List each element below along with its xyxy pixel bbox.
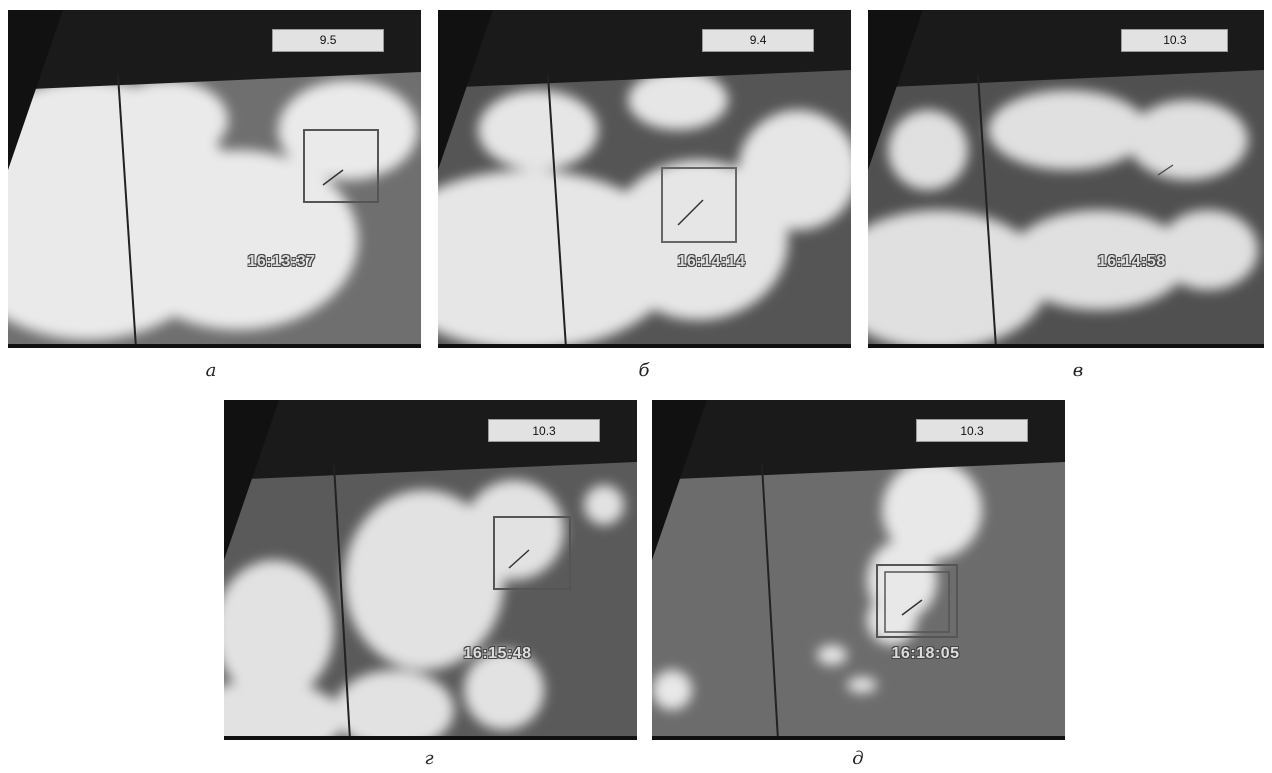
tracking-box: [303, 129, 379, 203]
gauge-readout: 10.3: [488, 418, 600, 443]
photo-panel-c: 10.3 16:14:58: [868, 10, 1264, 348]
caption-c: в: [1072, 360, 1084, 381]
tracking-box: [493, 516, 571, 590]
gauge-readout: 9.4: [702, 28, 814, 53]
sky-photo-c: [868, 10, 1264, 348]
timestamp: 16:15:48: [463, 644, 532, 662]
photo-panel-d: 10.3 16:15:48: [224, 400, 637, 740]
sky-photo-e: [652, 400, 1065, 740]
timestamp: 16:18:05: [891, 644, 960, 662]
gauge-readout: 9.5: [272, 28, 384, 53]
tracking-box-outer: [876, 564, 958, 638]
sky-photo-a: [8, 10, 421, 348]
gauge-readout: 10.3: [916, 418, 1028, 443]
tracking-box-inner: [884, 571, 950, 633]
photo-panel-b: 9.4 16:14:14: [438, 10, 851, 348]
tracking-box: [661, 167, 737, 243]
timestamp: 16:13:37: [247, 253, 316, 271]
timestamp: 16:14:14: [677, 253, 746, 271]
caption-b: б: [638, 360, 650, 381]
photo-panel-e: 10.3 16:18:05: [652, 400, 1065, 740]
sky-photo-d: [224, 400, 637, 740]
sky-photo-b: [438, 10, 851, 348]
gauge-readout: 10.3: [1121, 28, 1229, 53]
caption-d: г: [424, 748, 434, 769]
timestamp: 16:14:58: [1097, 253, 1166, 271]
photo-panel-a: 9.5 16:13:37: [8, 10, 421, 348]
caption-e: д: [852, 748, 864, 769]
caption-a: а: [205, 360, 217, 381]
